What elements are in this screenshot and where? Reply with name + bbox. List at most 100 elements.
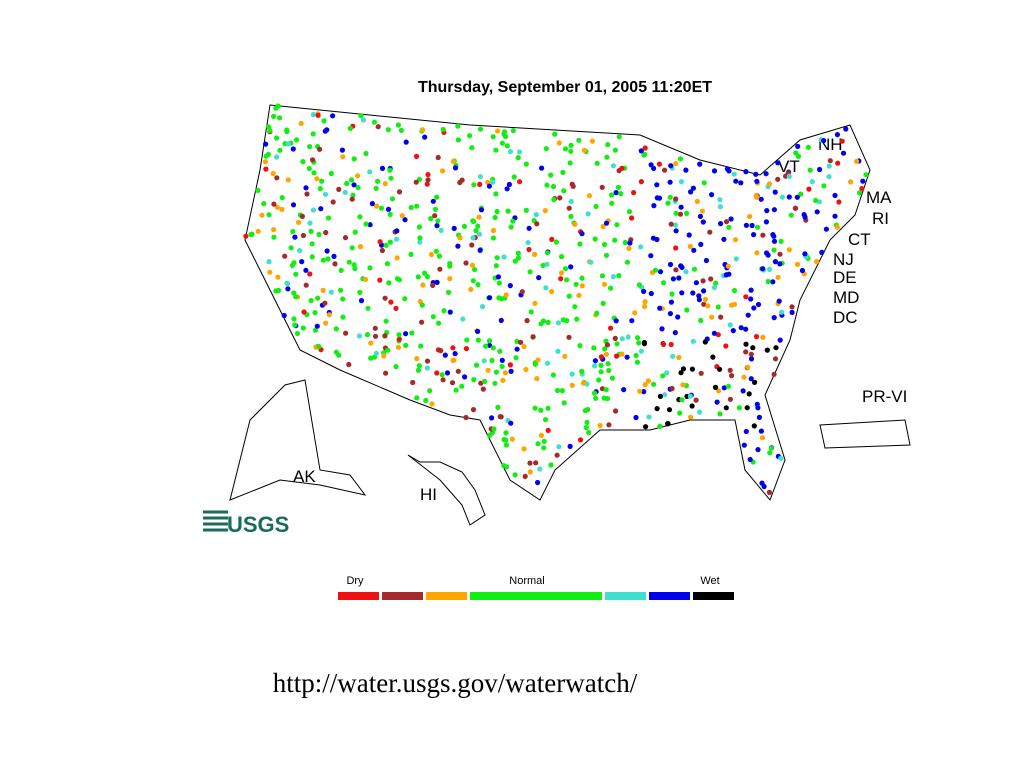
gauge-dot xyxy=(691,266,698,272)
gauge-dot xyxy=(497,348,503,354)
gauge-dot xyxy=(597,422,603,429)
gauge-dot xyxy=(569,371,575,377)
gauge-dot xyxy=(606,367,612,374)
gauge-dot xyxy=(848,179,854,185)
gauge-dot xyxy=(396,189,403,195)
gauge-dot xyxy=(691,247,697,253)
gauge-dot xyxy=(609,200,615,206)
gauge-dot xyxy=(310,112,316,118)
gauge-dot xyxy=(451,225,457,231)
gauge-dot xyxy=(539,165,545,171)
gauge-dot xyxy=(717,197,723,203)
gauge-dot xyxy=(683,167,689,173)
gauge-dot xyxy=(680,366,687,372)
gauge-dot xyxy=(777,261,783,267)
gauge-dot xyxy=(548,462,554,468)
gauge-dot xyxy=(340,296,346,302)
pr-outline xyxy=(819,419,911,449)
gauge-dot xyxy=(768,445,775,451)
state-label: HI xyxy=(420,485,437,504)
gauge-dot xyxy=(501,254,507,260)
gauge-dot xyxy=(771,207,778,213)
gauge-dot xyxy=(499,140,505,146)
gauge-dot xyxy=(560,169,566,175)
gauge-dot xyxy=(501,131,507,137)
gauge-dot xyxy=(424,181,430,187)
gauge-dot xyxy=(662,392,668,398)
gauge-dot xyxy=(393,305,399,311)
gauge-dot xyxy=(355,184,361,191)
gauge-dot xyxy=(668,221,674,227)
gauge-dot xyxy=(310,157,316,163)
gauge-dot xyxy=(255,228,261,234)
gauge-dot xyxy=(745,364,751,370)
gauge-dot xyxy=(430,314,436,320)
gauge-dot xyxy=(591,345,597,351)
gauge-dot xyxy=(616,134,622,140)
gauge-dot xyxy=(527,269,533,275)
gauge-dot xyxy=(751,232,757,238)
gauge-dot xyxy=(608,285,614,291)
gauge-dot xyxy=(499,357,505,363)
gauge-dot xyxy=(315,295,321,301)
gauge-dot xyxy=(452,165,459,171)
gauge-dot xyxy=(403,342,409,348)
gauge-dot xyxy=(727,396,734,402)
gauge-dot xyxy=(673,228,679,234)
gauge-dot xyxy=(475,223,481,229)
gauge-dot xyxy=(622,239,628,246)
gauge-dot xyxy=(486,342,493,348)
gauge-dot xyxy=(633,414,639,421)
gauge-dot xyxy=(545,427,551,433)
gauge-dot xyxy=(499,363,505,369)
gauge-dot xyxy=(534,376,540,382)
source-url: http://water.usgs.gov/waterwatch/ xyxy=(272,668,638,698)
gauge-dot xyxy=(577,343,583,349)
gauge-dot xyxy=(834,224,841,230)
gauge-dot xyxy=(317,186,323,192)
state-label: VT xyxy=(778,157,800,176)
gauge-dot xyxy=(664,370,670,376)
gauge-dot xyxy=(583,424,589,431)
gauge-dot xyxy=(700,278,706,284)
gauge-dot xyxy=(266,212,272,218)
gauge-dot xyxy=(374,178,381,184)
gauge-dot xyxy=(679,397,685,403)
gauge-dot xyxy=(609,375,616,381)
gauge-dot xyxy=(562,353,568,359)
gauge-dot xyxy=(540,262,546,269)
gauge-dot xyxy=(340,154,346,160)
gauge-dot xyxy=(632,310,638,316)
gauge-dot xyxy=(262,159,268,165)
gauge-dot xyxy=(328,170,334,177)
gauge-dot xyxy=(738,325,744,331)
gauge-dot xyxy=(709,192,715,198)
gauge-dot xyxy=(447,309,453,315)
gauge-dot xyxy=(507,362,513,368)
gauge-dot xyxy=(686,232,692,238)
gauge-dot xyxy=(510,218,516,224)
gauge-dot xyxy=(814,259,820,265)
gauge-dot xyxy=(326,312,332,318)
gauge-dot xyxy=(662,167,668,173)
gauge-dot xyxy=(526,246,532,253)
gauge-dot xyxy=(503,292,509,298)
gauge-dot xyxy=(310,207,316,213)
gauge-dot xyxy=(470,407,477,413)
logo-text: USGS xyxy=(227,512,289,537)
gauge-dot xyxy=(702,339,708,345)
gauge-dot xyxy=(840,150,847,156)
gauge-dot xyxy=(736,405,742,411)
gauge-dot xyxy=(582,408,588,414)
gauge-dot xyxy=(447,261,453,267)
gauge-dot xyxy=(315,112,321,118)
gauge-dot xyxy=(727,367,733,373)
gauge-dot xyxy=(619,165,625,171)
gauge-dot xyxy=(450,345,456,351)
gauge-dot xyxy=(613,318,619,324)
gauge-dot xyxy=(350,192,356,198)
gauge-dot xyxy=(436,320,442,326)
gauge-dot xyxy=(299,213,305,219)
gauge-dot xyxy=(493,263,499,269)
gauge-dot xyxy=(409,330,415,336)
